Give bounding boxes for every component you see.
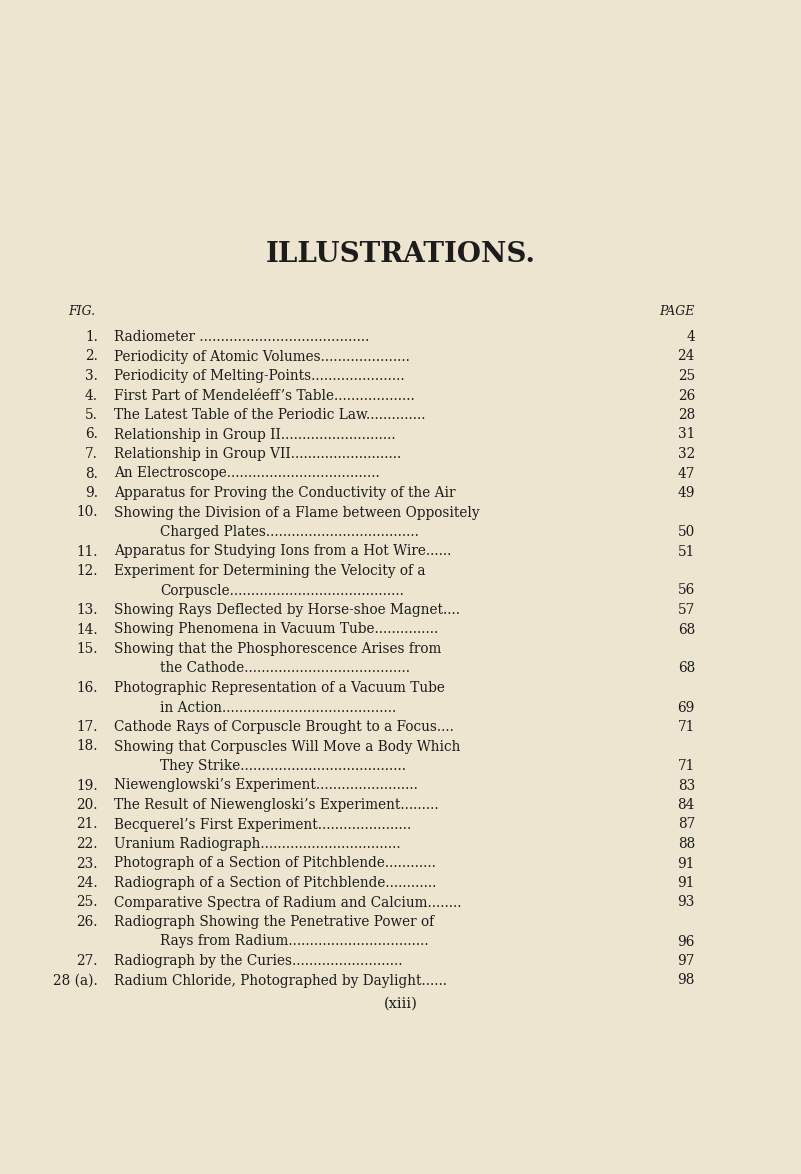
Text: 6.: 6. [85, 427, 98, 441]
Text: 88: 88 [678, 837, 695, 851]
Text: FIG.: FIG. [68, 305, 95, 318]
Text: 26: 26 [678, 389, 695, 403]
Text: Radiometer ........................................: Radiometer .............................… [114, 330, 369, 344]
Text: 31: 31 [678, 427, 695, 441]
Text: Showing that the Phosphorescence Arises from: Showing that the Phosphorescence Arises … [114, 642, 441, 656]
Text: Apparatus for Proving the Conductivity of the Air: Apparatus for Proving the Conductivity o… [114, 486, 456, 500]
Text: PAGE: PAGE [660, 305, 695, 318]
Text: 96: 96 [678, 935, 695, 949]
Text: Periodicity of Atomic Volumes.....................: Periodicity of Atomic Volumes...........… [114, 350, 410, 364]
Text: Photograph of a Section of Pitchblende............: Photograph of a Section of Pitchblende..… [114, 857, 436, 870]
Text: 32: 32 [678, 447, 695, 461]
Text: 21.: 21. [77, 817, 98, 831]
Text: 26.: 26. [77, 915, 98, 929]
Text: 98: 98 [678, 973, 695, 987]
Text: 97: 97 [678, 954, 695, 969]
Text: Showing that Corpuscles Will Move a Body Which: Showing that Corpuscles Will Move a Body… [114, 740, 461, 754]
Text: 11.: 11. [77, 545, 98, 559]
Text: 47: 47 [678, 466, 695, 480]
Text: 93: 93 [678, 896, 695, 910]
Text: 18.: 18. [77, 740, 98, 754]
Text: 25: 25 [678, 369, 695, 383]
Text: 7.: 7. [85, 447, 98, 461]
Text: 1.: 1. [85, 330, 98, 344]
Text: 2.: 2. [85, 350, 98, 364]
Text: Niewenglowski’s Experiment........................: Niewenglowski’s Experiment..............… [114, 778, 418, 792]
Text: ILLUSTRATIONS.: ILLUSTRATIONS. [265, 242, 536, 269]
Text: Showing the Division of a Flame between Oppositely: Showing the Division of a Flame between … [114, 506, 480, 520]
Text: The Result of Niewengloski’s Experiment.........: The Result of Niewengloski’s Experiment.… [114, 798, 439, 812]
Text: 24.: 24. [76, 876, 98, 890]
Text: 68: 68 [678, 622, 695, 636]
Text: Rays from Radium.................................: Rays from Radium........................… [160, 935, 429, 949]
Text: 22.: 22. [77, 837, 98, 851]
Text: Periodicity of Melting-Points......................: Periodicity of Melting-Points...........… [114, 369, 405, 383]
Text: 69: 69 [678, 701, 695, 715]
Text: Cathode Rays of Corpuscle Brought to a Focus....: Cathode Rays of Corpuscle Brought to a F… [114, 720, 454, 734]
Text: Radiograph by the Curies..........................: Radiograph by the Curies................… [114, 954, 402, 969]
Text: 49: 49 [678, 486, 695, 500]
Text: Experiment for Determining the Velocity of a: Experiment for Determining the Velocity … [114, 564, 425, 578]
Text: The Latest Table of the Periodic Law..............: The Latest Table of the Periodic Law....… [114, 409, 425, 421]
Text: Photographic Representation of a Vacuum Tube: Photographic Representation of a Vacuum … [114, 681, 445, 695]
Text: Charged Plates....................................: Charged Plates..........................… [160, 525, 419, 539]
Text: Relationship in Group VII..........................: Relationship in Group VII...............… [114, 447, 401, 461]
Text: 25.: 25. [77, 896, 98, 910]
Text: 51: 51 [678, 545, 695, 559]
Text: Showing Phenomena in Vacuum Tube...............: Showing Phenomena in Vacuum Tube........… [114, 622, 438, 636]
Text: 57: 57 [678, 603, 695, 618]
Text: They Strike.......................................: They Strike.............................… [160, 760, 406, 772]
Text: 83: 83 [678, 778, 695, 792]
Text: 50: 50 [678, 525, 695, 539]
Text: 16.: 16. [77, 681, 98, 695]
Text: (xiii): (xiii) [384, 997, 417, 1011]
Text: An Electroscope....................................: An Electroscope.........................… [114, 466, 380, 480]
Text: Corpuscle.........................................: Corpuscle...............................… [160, 583, 404, 598]
Text: in Action.........................................: in Action...............................… [160, 701, 396, 715]
Text: 71: 71 [678, 760, 695, 772]
Text: 9.: 9. [85, 486, 98, 500]
Text: 4: 4 [686, 330, 695, 344]
Text: 14.: 14. [76, 622, 98, 636]
Text: the Cathode.......................................: the Cathode.............................… [160, 661, 410, 675]
Text: Relationship in Group II...........................: Relationship in Group II................… [114, 427, 396, 441]
Text: 5.: 5. [85, 409, 98, 421]
Text: 84: 84 [678, 798, 695, 812]
Text: 28: 28 [678, 409, 695, 421]
Text: 24: 24 [678, 350, 695, 364]
Text: 28 (a).: 28 (a). [53, 973, 98, 987]
Text: 12.: 12. [77, 564, 98, 578]
Text: 15.: 15. [77, 642, 98, 656]
Text: Uranium Radiograph.................................: Uranium Radiograph......................… [114, 837, 400, 851]
Text: Showing Rays Deflected by Horse-shoe Magnet....: Showing Rays Deflected by Horse-shoe Mag… [114, 603, 460, 618]
Text: 10.: 10. [77, 506, 98, 520]
Text: 8.: 8. [85, 466, 98, 480]
Text: 71: 71 [678, 720, 695, 734]
Text: 20.: 20. [77, 798, 98, 812]
Text: Radiograph of a Section of Pitchblende............: Radiograph of a Section of Pitchblende..… [114, 876, 437, 890]
Text: Apparatus for Studying Ions from a Hot Wire......: Apparatus for Studying Ions from a Hot W… [114, 545, 452, 559]
Text: 91: 91 [678, 876, 695, 890]
Text: 17.: 17. [77, 720, 98, 734]
Text: 56: 56 [678, 583, 695, 598]
Text: First Part of Mendeléeff’s Table...................: First Part of Mendeléeff’s Table........… [114, 389, 415, 403]
Text: 87: 87 [678, 817, 695, 831]
Text: Radiograph Showing the Penetrative Power of: Radiograph Showing the Penetrative Power… [114, 915, 434, 929]
Text: 68: 68 [678, 661, 695, 675]
Text: 4.: 4. [85, 389, 98, 403]
Text: Radium Chloride, Photographed by Daylight......: Radium Chloride, Photographed by Dayligh… [114, 973, 447, 987]
Text: 19.: 19. [76, 778, 98, 792]
Text: 23.: 23. [77, 857, 98, 870]
Text: Comparative Spectra of Radium and Calcium........: Comparative Spectra of Radium and Calciu… [114, 896, 461, 910]
Text: 27.: 27. [77, 954, 98, 969]
Text: 13.: 13. [77, 603, 98, 618]
Text: Becquerel’s First Experiment......................: Becquerel’s First Experiment............… [114, 817, 411, 831]
Text: 91: 91 [678, 857, 695, 870]
Text: 3.: 3. [85, 369, 98, 383]
